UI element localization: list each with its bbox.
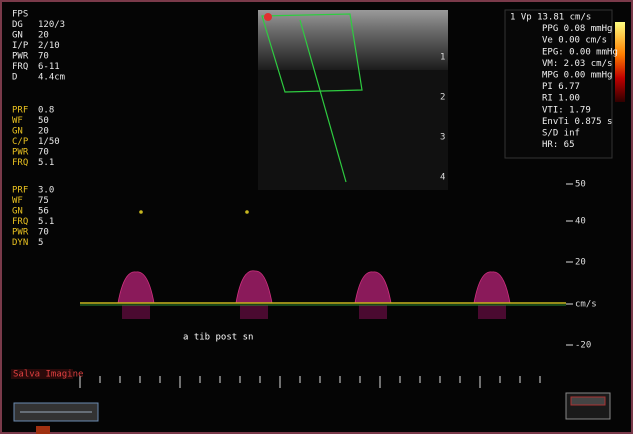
- param-label: DYN: [12, 238, 28, 248]
- param-label: PRF: [12, 106, 28, 116]
- param-label: PRF: [12, 186, 28, 196]
- measurement: Ve 0.00 cm/s: [542, 36, 607, 46]
- param-label: D: [12, 73, 17, 83]
- measurement: EnvTi 0.875 s: [542, 117, 612, 127]
- param-label: I/P: [12, 41, 29, 51]
- waveform: [236, 271, 272, 303]
- param-label: FPS: [12, 10, 28, 20]
- param-value: 0.8: [38, 106, 54, 116]
- param-value: 75: [38, 196, 49, 206]
- param-label: PWR: [12, 228, 29, 238]
- ultrasound-screen: a tib post sn Salva Imagine FPSDG 120/3 GN…: [0, 0, 633, 434]
- measurement: VTI: 1.79: [542, 105, 591, 115]
- param-value: 2/10: [38, 41, 60, 51]
- param-label: PWR: [12, 52, 29, 62]
- measurement: VM: 2.03 cm/s: [542, 59, 612, 69]
- param-value: 120/3: [38, 20, 65, 30]
- param-value: 5.1: [38, 217, 54, 227]
- param-label: WF: [12, 196, 23, 206]
- waveform: [118, 272, 154, 303]
- time-ticks: [80, 376, 540, 388]
- waveforms: [118, 271, 510, 303]
- measurement: PI 6.77: [542, 82, 580, 92]
- color-bar: [615, 22, 625, 102]
- depth-mark: 1: [440, 53, 445, 63]
- display: a tib post sn Salva Imagine FPSDG 120/3 GN…: [0, 0, 633, 434]
- orientation-mark: [264, 13, 272, 21]
- measurement: HR: 65: [542, 140, 575, 150]
- param-value: 4.4cm: [38, 73, 65, 83]
- param-value: 70: [38, 148, 49, 158]
- param-value: 20: [38, 127, 49, 137]
- param-value: 20: [38, 31, 49, 41]
- param-label: PWR: [12, 148, 29, 158]
- measurement: 1 Vp 13.81 cm/s: [510, 13, 591, 23]
- measurement: MPG 0.00 mmHg: [542, 71, 612, 81]
- measurement: S/D inf: [542, 129, 580, 139]
- watermark: Salva Imagine: [13, 370, 83, 380]
- param-label: FRQ: [12, 158, 28, 168]
- waveform: [474, 272, 510, 303]
- depth-mark: 4: [440, 173, 445, 183]
- annotation: a tib post sn: [183, 333, 253, 343]
- reflection: [122, 305, 150, 319]
- cine-button-label[interactable]: [571, 397, 605, 405]
- param-label: FRQ: [12, 62, 28, 72]
- bmode-depth: [258, 70, 448, 190]
- param-value: 3.0: [38, 186, 54, 196]
- scale-label: 50: [575, 180, 586, 190]
- param-label: GN: [12, 127, 23, 137]
- param-label: C/P: [12, 137, 29, 147]
- reflection: [240, 305, 268, 319]
- scale-label: 40: [575, 217, 586, 227]
- param-label: WF: [12, 116, 23, 126]
- param-value: 50: [38, 116, 49, 126]
- scale-label: -20: [575, 341, 591, 351]
- measurement: RI 1.00: [542, 94, 580, 104]
- param-value: 56: [38, 207, 49, 217]
- indicator: [36, 426, 50, 434]
- param-value: 5.1: [38, 158, 54, 168]
- param-value: 1/50: [38, 137, 60, 147]
- waveform: [355, 272, 391, 303]
- param-value: 5: [38, 238, 43, 248]
- waveform-reflections: [122, 305, 506, 319]
- scale-label: 20: [575, 258, 586, 268]
- depth-mark: 2: [440, 93, 445, 103]
- param-value: 70: [38, 52, 49, 62]
- param-label: DG: [12, 20, 23, 30]
- bmode-image: [258, 10, 448, 70]
- marker: [139, 210, 143, 214]
- param-value: 70: [38, 228, 49, 238]
- param-label: GN: [12, 207, 23, 217]
- param-label: GN: [12, 31, 23, 41]
- reflection: [359, 305, 387, 319]
- measurement: PPG 0.08 mmHg: [542, 24, 612, 34]
- measurement: EPG: 0.00 mmHg: [542, 47, 618, 57]
- scale-label: cm/s: [575, 300, 597, 310]
- param-value: 6-11: [38, 62, 60, 72]
- marker: [245, 210, 249, 214]
- reflection: [478, 305, 506, 319]
- param-label: FRQ: [12, 217, 28, 227]
- depth-mark: 3: [440, 133, 445, 143]
